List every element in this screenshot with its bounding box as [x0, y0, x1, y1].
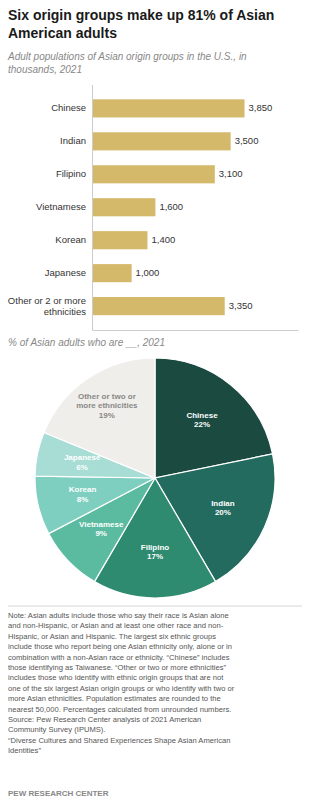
- subtitle: % of Asian adults who are __, 2021: [8, 337, 165, 348]
- slice-value: 8%: [77, 495, 89, 504]
- text-line: Indian: [211, 499, 235, 508]
- slices: [35, 358, 275, 598]
- data-label: 1,000: [136, 267, 160, 278]
- text-line: Japanese: [45, 267, 86, 278]
- tick: Indian: [60, 135, 92, 146]
- bar: [92, 198, 155, 216]
- tick-label: Indian: [60, 135, 86, 146]
- text-line: “Diverse Cultures and Shared Experiences…: [8, 736, 230, 745]
- text-line: Note: Asian adults include those who say…: [8, 611, 229, 620]
- data-label: 3,350: [229, 300, 253, 311]
- text-line: % of Asian adults who are __, 2021: [8, 337, 165, 348]
- tick-label: Other or 2 or moreethnicities: [8, 295, 86, 317]
- text-line: Filipino: [141, 543, 170, 552]
- slice-label: Chinese: [186, 411, 218, 420]
- tick-label: Chinese: [51, 102, 86, 113]
- text-line: Korean: [69, 486, 97, 495]
- slice-value: 19%: [99, 411, 115, 420]
- text-line: Vietnamese: [79, 520, 124, 529]
- text-line: Filipino: [56, 168, 86, 179]
- tick: Vietnamese: [36, 201, 92, 212]
- tick: Chinese: [51, 102, 92, 113]
- slice-label: Korean: [69, 486, 97, 495]
- slice-label: Indian: [211, 499, 235, 508]
- slice-value: 20%: [215, 508, 231, 517]
- tick: Korean: [55, 234, 92, 245]
- text-line: Six origin groups make up 81% of Asian: [8, 7, 274, 23]
- slice-value: 6%: [76, 463, 88, 472]
- data-label: 3,850: [249, 102, 273, 113]
- text-line: Chinese: [186, 411, 218, 420]
- text-line: Korean: [55, 234, 86, 245]
- y-axis-line: [92, 85, 93, 331]
- text-line: Japanese: [64, 453, 101, 462]
- subtitle: Adult populations of Asian origin groups…: [7, 51, 247, 75]
- slice-label: Japanese: [64, 453, 101, 462]
- tick: Other or 2 or moreethnicities: [8, 295, 92, 317]
- tick: Japanese: [45, 267, 92, 278]
- bar: [92, 264, 132, 282]
- y-axis: Chinese Indian Filipino Vietnamese Korean Jap…: [8, 85, 93, 331]
- tick-label: Japanese: [45, 267, 86, 278]
- text-line: Vietnamese: [36, 201, 86, 212]
- text-line: Chinese: [51, 102, 86, 113]
- data-labels: 3,850 3,500 3,100 1,600 1,400 1,000 3,350: [136, 102, 273, 311]
- note: Note: Asian adults include those who say…: [8, 611, 235, 755]
- text-line: combination with a non-Asian race or eth…: [8, 653, 230, 662]
- bar: [92, 297, 225, 315]
- text-line: Adult populations of Asian origin groups…: [7, 51, 247, 62]
- data-label: 1,600: [159, 201, 183, 212]
- bar: [92, 165, 215, 183]
- bar: [92, 231, 147, 249]
- x-axis-line: [93, 330, 299, 331]
- slice-value: 22%: [194, 420, 210, 429]
- separator: [8, 606, 302, 607]
- text-line: those identifying as Taiwanese. “Other o…: [8, 663, 227, 672]
- source-label: PEW RESEARCH CENTER: [8, 789, 109, 798]
- text-line: Hispanic, or Asian and Hispanic. The lar…: [8, 632, 216, 641]
- text-line: Identities”: [8, 746, 41, 755]
- slice-label: Other or two ormore ethnicities: [76, 392, 138, 411]
- text-line: includes those who identify with ethnic …: [8, 673, 224, 682]
- tick: Filipino: [56, 168, 92, 179]
- pie-chart: % of Asian adults who are __, 2021 Chines…: [8, 337, 275, 598]
- data-label: 3,100: [219, 168, 243, 179]
- tick-label: Vietnamese: [36, 201, 86, 212]
- text-line: nearest 50,000. Percentages calculated f…: [8, 705, 231, 714]
- slice: [44, 358, 155, 478]
- text-line: one of the six largest Asian origin grou…: [8, 684, 235, 693]
- slice-value: 17%: [147, 552, 163, 561]
- slice: [35, 476, 155, 534]
- text-line: PEW RESEARCH CENTER: [8, 789, 109, 798]
- slice-label: Filipino: [141, 543, 170, 552]
- bar-chart: Chinese Indian Filipino Vietnamese Korean Jap…: [8, 85, 299, 331]
- x-axis: [93, 330, 299, 331]
- text-line: Other or 2 or more: [8, 295, 86, 306]
- text-line: ethnicities: [44, 306, 86, 317]
- text-line: Community Survey (IPUMS).: [8, 725, 105, 734]
- bar: [92, 99, 245, 117]
- tick-label: Filipino: [56, 168, 86, 179]
- slice-label: Vietnamese: [79, 520, 124, 529]
- slice-labels: Chinese22% Indian20% Filipino17% Vietnamese…: [64, 392, 235, 562]
- text-line: and non-Hispanic, or Asian and at least …: [8, 621, 224, 630]
- figure: Six origin groups make up 81% of Asian Am…: [0, 0, 310, 810]
- notes: Note: Asian adults include those who say…: [8, 606, 302, 798]
- text-line: Indian: [60, 135, 86, 146]
- bar: [92, 132, 231, 150]
- text-line: more ethnicities: [76, 401, 138, 410]
- text-line: include those who report being one Asian…: [8, 642, 232, 651]
- tick-label: Korean: [55, 234, 86, 245]
- text-line: American adults: [8, 25, 117, 41]
- bars: [92, 99, 245, 315]
- slice-value: 9%: [95, 529, 107, 538]
- data-label: 3,500: [235, 135, 259, 146]
- title: Six origin groups make up 81% of Asian Am…: [8, 7, 274, 41]
- data-label: 1,400: [151, 234, 175, 245]
- text-line: more Asian ethnicities. Population estim…: [8, 694, 221, 703]
- text-line: thousands, 2021: [8, 64, 82, 75]
- text-line: Source: Pew Research Center analysis of …: [8, 715, 201, 724]
- text-line: Other or two or: [78, 392, 136, 401]
